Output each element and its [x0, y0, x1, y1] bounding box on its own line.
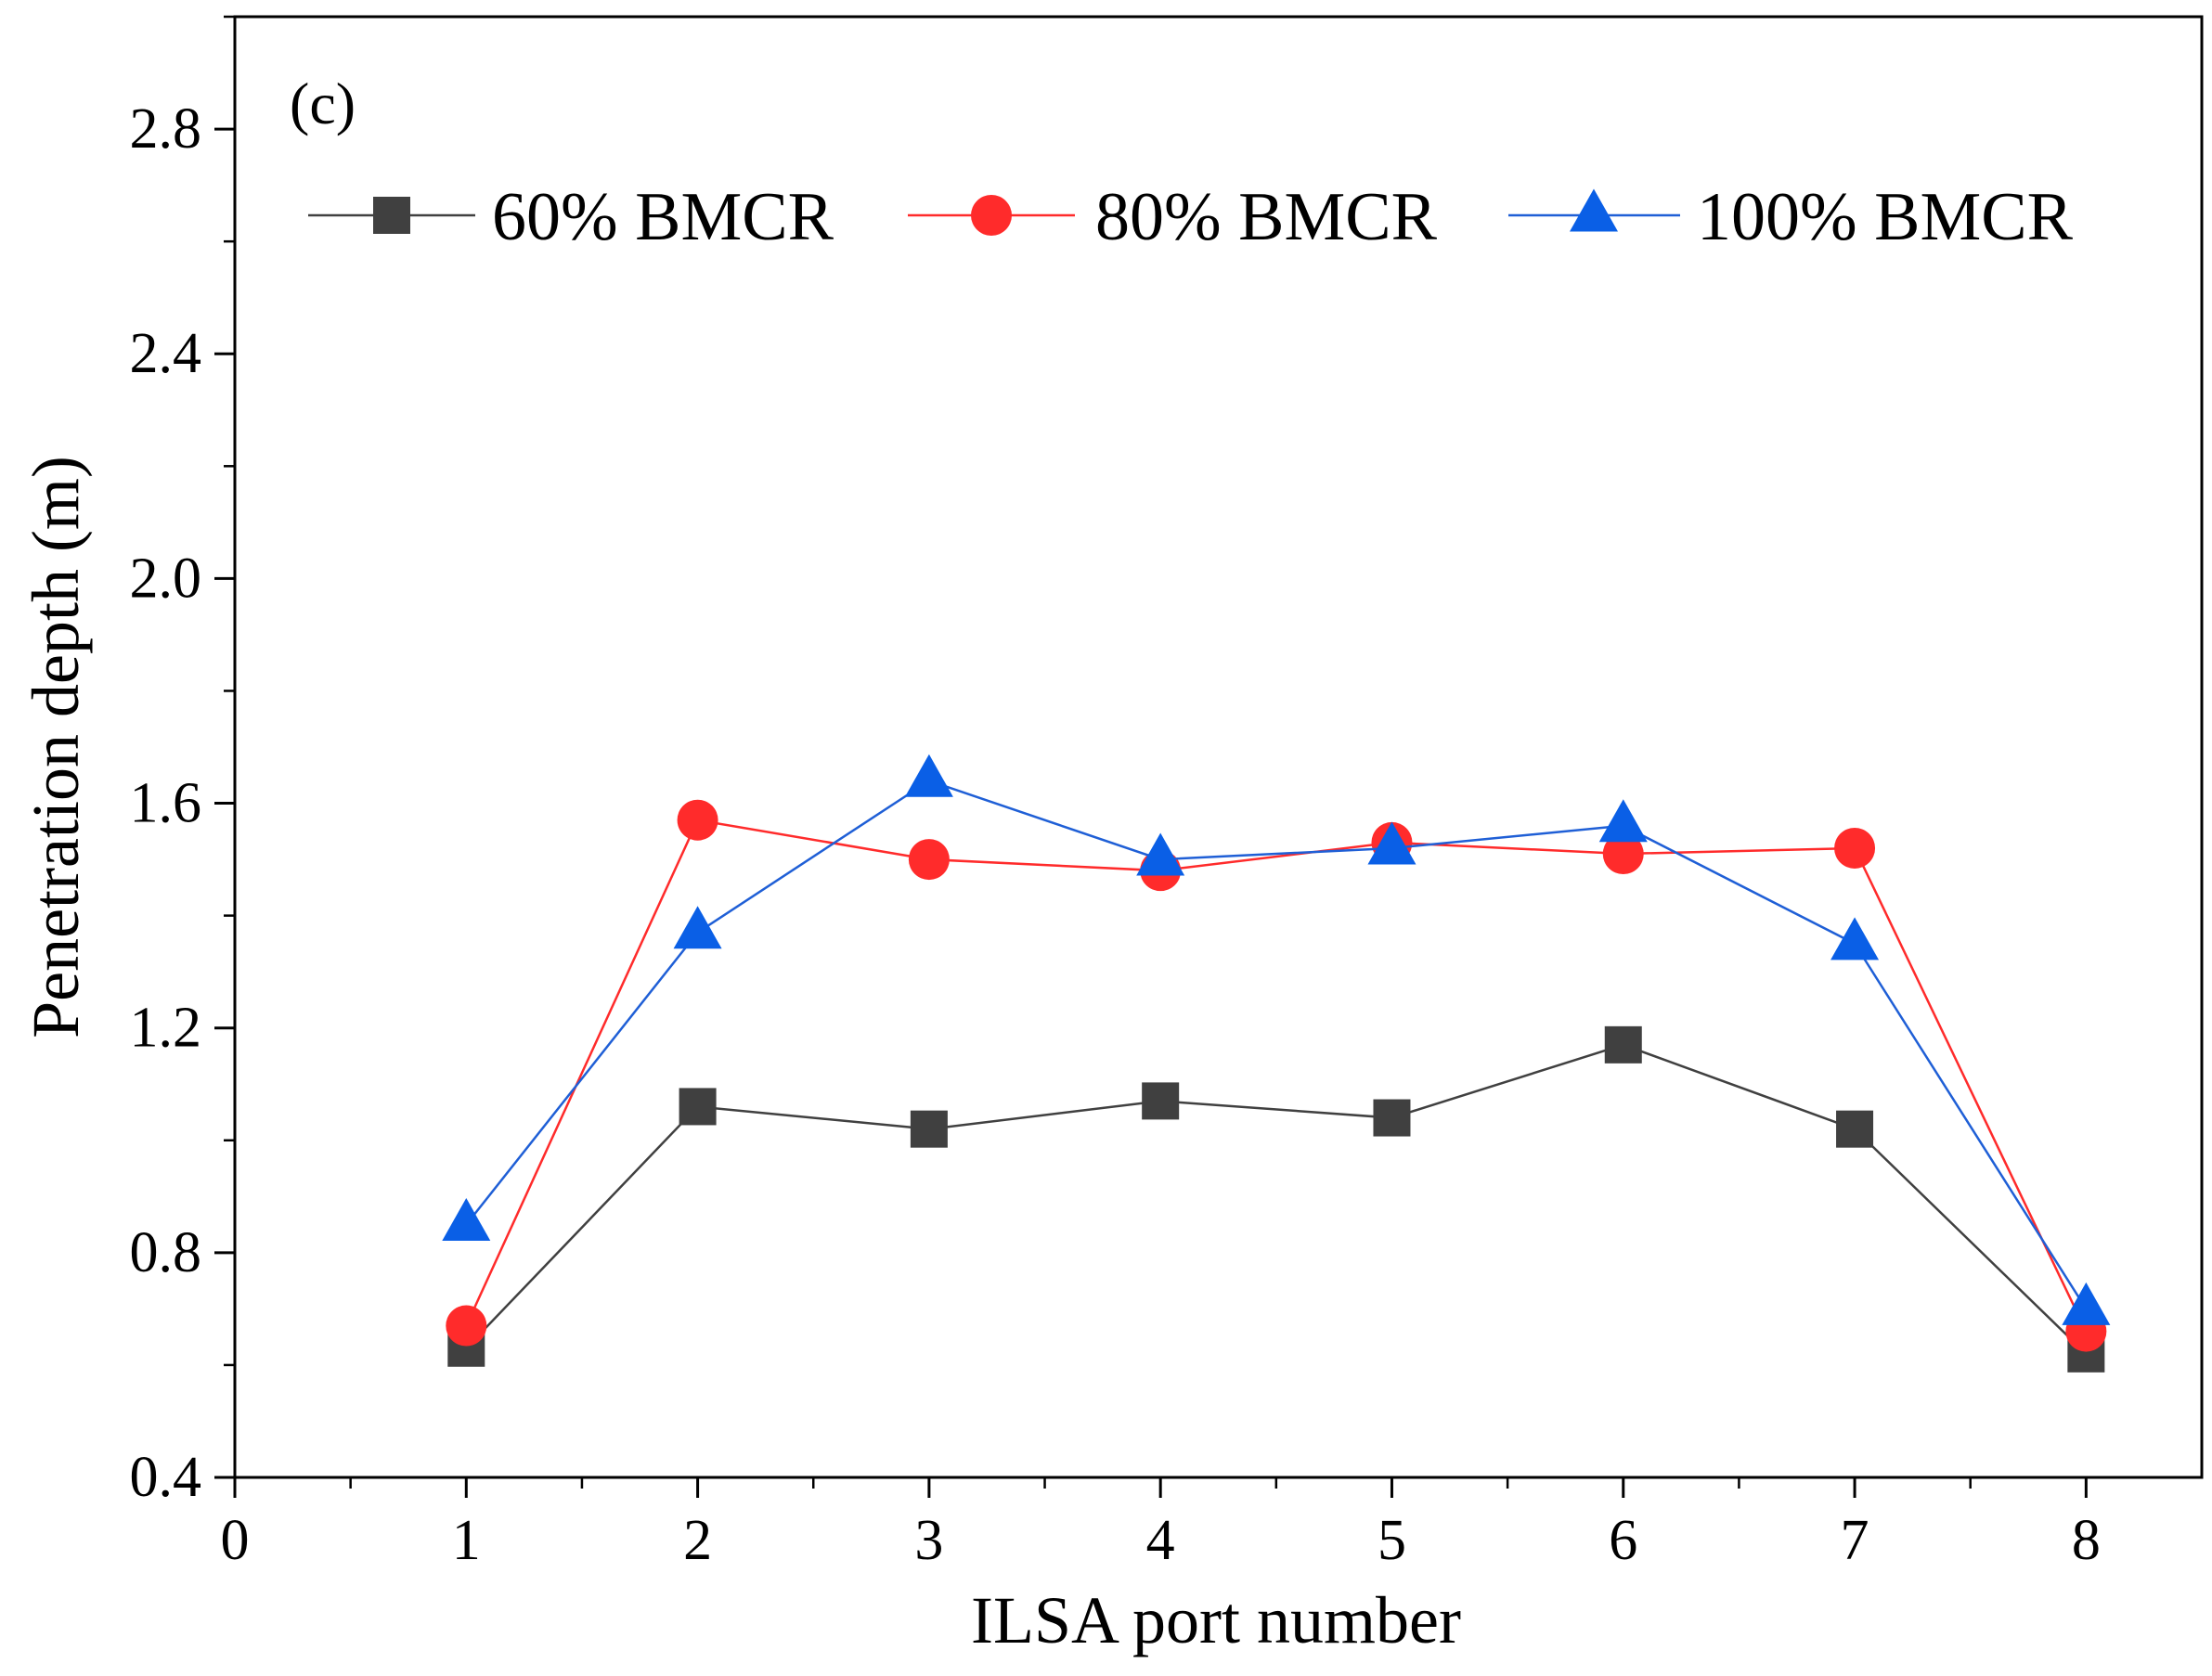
legend-item-1: 80% BMCR: [908, 179, 1438, 255]
series-0-point-6: [1836, 1110, 1874, 1148]
series-1-point-1: [677, 799, 718, 841]
legend-label-1: 80% BMCR: [1095, 179, 1438, 255]
x-tick-label-7: 7: [1841, 1509, 1869, 1572]
legend: 60% BMCR 80% BMCR 100% BMCR: [308, 179, 2074, 255]
y-tick-label-6: 2.8: [130, 97, 202, 161]
y-tick-label-4: 2.0: [130, 547, 202, 610]
series-0-point-1: [679, 1088, 717, 1126]
legend-marker-1: [971, 195, 1012, 236]
series-2-point-4: [1367, 821, 1416, 865]
series-2: [442, 754, 2111, 1325]
legend-item-0: 60% BMCR: [308, 179, 834, 255]
panel-label: (c): [290, 71, 356, 136]
series-1-point-5: [1602, 833, 1644, 875]
plot-frame: [233, 15, 2204, 1479]
y-tick-label-2: 1.2: [130, 997, 202, 1060]
legend-label-0: 60% BMCR: [492, 179, 834, 255]
x-tick-label-8: 8: [2072, 1509, 2101, 1572]
series-2-point-2: [904, 754, 953, 797]
y-tick-label-3: 1.6: [130, 772, 202, 835]
series-0-point-5: [1604, 1025, 1642, 1064]
x-tick-label-1: 1: [452, 1509, 481, 1572]
series-2-point-6: [1830, 917, 1880, 960]
y-tick-label-5: 2.4: [130, 322, 202, 385]
series-layer: [442, 754, 2111, 1373]
series-line-2: [465, 779, 2088, 1310]
legend-item-2: 100% BMCR: [1508, 179, 2074, 255]
legend-label-2: 100% BMCR: [1697, 179, 2074, 255]
series-line-1: [465, 819, 2088, 1333]
series-2-point-7: [2062, 1282, 2111, 1325]
series-0-point-2: [910, 1110, 948, 1148]
axes: 0 1 2 3 4 5 6 7 8 0.4 0.8 1.2 1.6 2.0 2.4 2.8: [130, 15, 2204, 1572]
series-2-point-0: [442, 1198, 491, 1242]
series-1-point-2: [908, 839, 950, 881]
series-0-point-4: [1373, 1099, 1411, 1137]
y-tick-label-0: 0.4: [130, 1446, 202, 1509]
legend-marker-0: [373, 197, 410, 234]
x-axis-title: ILSA port number: [971, 1583, 1461, 1657]
series-1-point-6: [1834, 827, 1876, 869]
series-0-point-3: [1142, 1082, 1180, 1120]
series-1: [446, 799, 2107, 1352]
y-axis-title: Penetration depth (m): [19, 456, 93, 1038]
series-2-point-5: [1598, 799, 1648, 843]
y-tick-label-1: 0.8: [130, 1221, 202, 1284]
legend-marker-2: [1570, 188, 1618, 232]
series-2-point-1: [673, 906, 722, 949]
x-tick-label-0: 0: [221, 1509, 250, 1572]
series-line-0: [465, 1043, 2088, 1355]
series-2-point-3: [1136, 832, 1185, 876]
x-tick-label-2: 2: [683, 1509, 712, 1572]
series-1-point-0: [446, 1305, 487, 1347]
x-tick-label-6: 6: [1609, 1509, 1637, 1572]
series-0: [447, 1025, 2105, 1373]
x-tick-label-4: 4: [1146, 1509, 1175, 1572]
x-tick-label-5: 5: [1378, 1509, 1406, 1572]
x-tick-label-3: 3: [914, 1509, 943, 1572]
